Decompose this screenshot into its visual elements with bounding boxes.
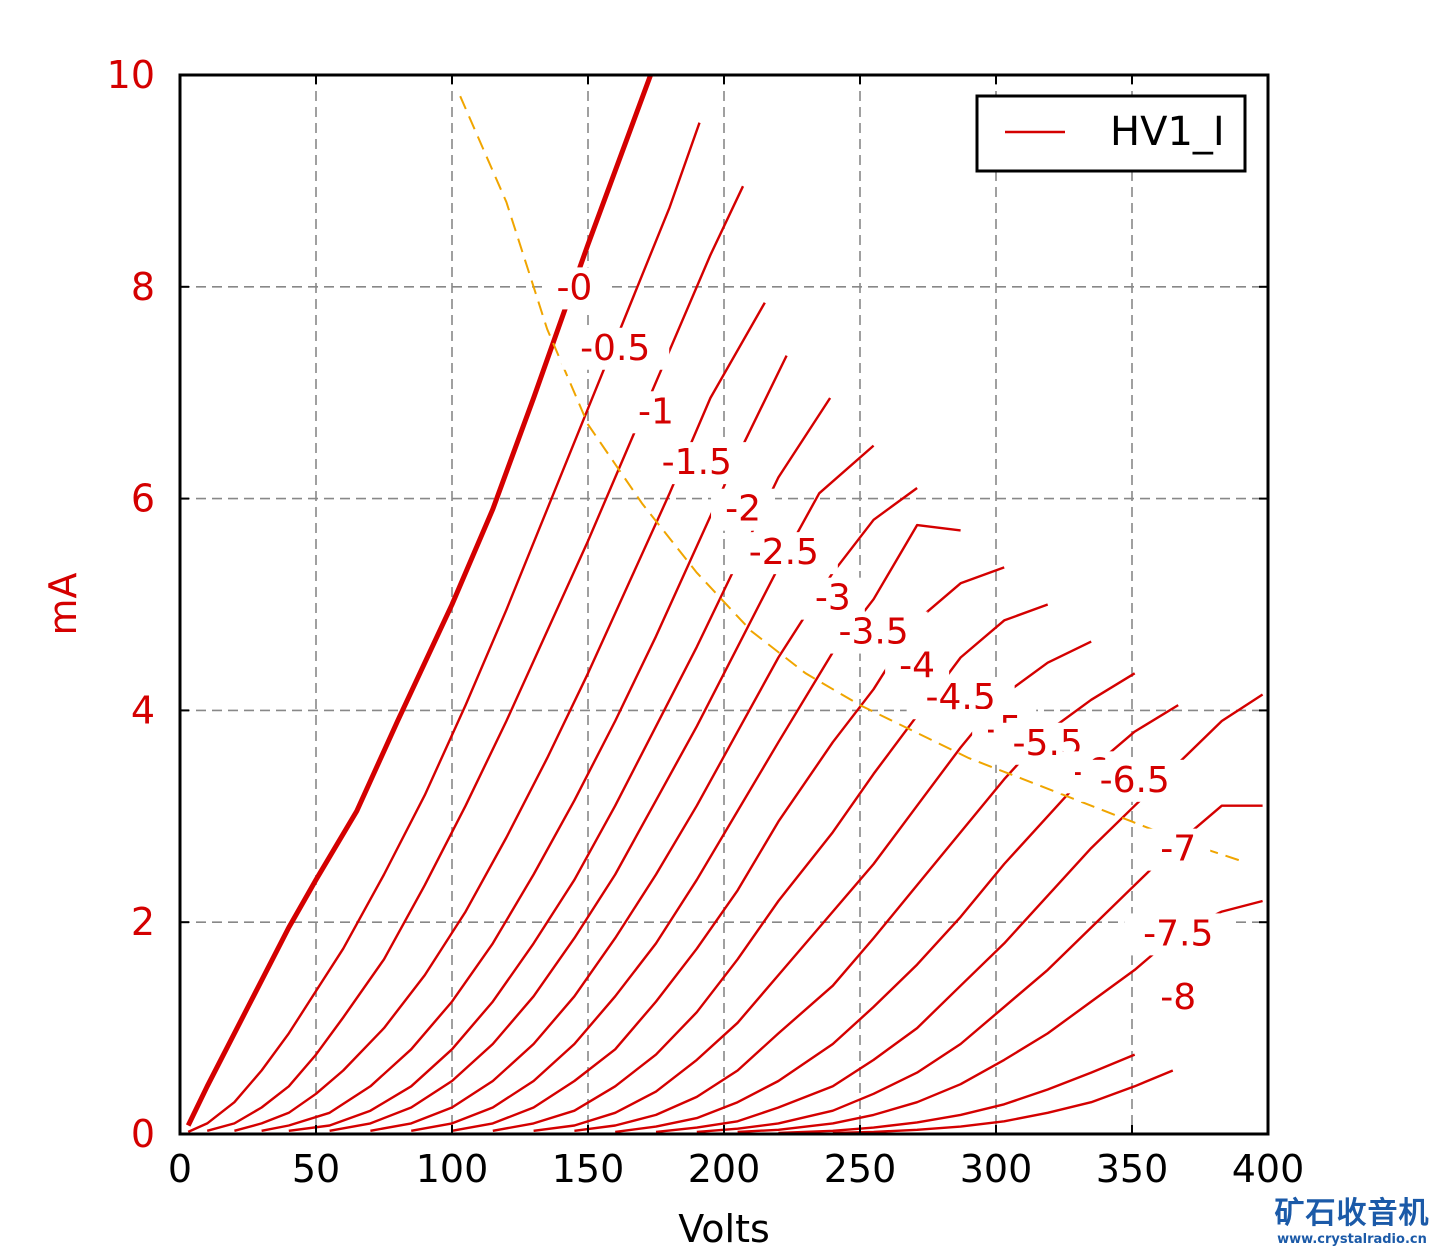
curve-6 <box>329 444 875 1132</box>
x-tick-label-4: 200 <box>688 1147 761 1191</box>
legend-entry: HV1_I <box>1110 109 1225 155</box>
curve-label-bg-3 <box>642 442 751 485</box>
curve-label-15: -7.5 <box>1143 913 1213 954</box>
curve-label-bg-16 <box>1146 976 1211 1019</box>
curve-17 <box>778 1053 1136 1134</box>
x-axis-title: Volts <box>678 1207 770 1251</box>
axis-ticks: 0 50 100 150 200 250 300 350 400 0 2 4 6 8 10 <box>107 53 1305 1191</box>
curve-0 <box>185 75 653 1127</box>
curve-label-2: -1 <box>638 391 674 432</box>
curve-label-bg-4 <box>711 488 776 531</box>
load-line <box>459 95 1242 862</box>
legend: HV1_I <box>975 94 1247 173</box>
curve-label-bg-15 <box>1124 913 1233 956</box>
y-tick-label-2: 4 <box>131 688 155 732</box>
watermark-url: www.crystalradio.cn <box>1277 1232 1427 1247</box>
x-tick-label-0: 0 <box>168 1147 192 1191</box>
x-tick-label-3: 150 <box>552 1147 625 1191</box>
x-tick-label-6: 300 <box>960 1147 1033 1191</box>
curve-label-0: -0 <box>556 267 592 308</box>
curve-label-bg-2 <box>624 391 688 434</box>
x-tick-label-7: 350 <box>1096 1147 1169 1191</box>
curve-label-bg-5 <box>729 532 838 575</box>
legend-box <box>975 94 1247 173</box>
curve-label-1: -0.5 <box>580 328 650 369</box>
watermark-title: 矿石收音机 <box>1274 1196 1430 1231</box>
curve-labels: -0-0.5-1-1.5-2-2.5-3-3.5-4-4.5-5-5.5-6-6… <box>542 267 1233 1019</box>
curve-8 <box>410 523 961 1132</box>
curve-18 <box>832 1069 1174 1134</box>
curve-label-4: -2 <box>725 489 761 530</box>
y-tick-label-3: 6 <box>131 477 155 521</box>
curve-label-5: -2.5 <box>749 532 819 573</box>
y-tick-label-1: 2 <box>131 900 155 944</box>
curve-label-bg-14 <box>1146 828 1211 871</box>
curve-4 <box>261 355 788 1132</box>
curve-label-13: -6.5 <box>1100 760 1170 801</box>
y-tick-label-4: 8 <box>131 265 155 309</box>
site-watermark: 矿石收音机 www.crystalradio.cn <box>1268 1196 1436 1248</box>
curve-label-bg-1 <box>561 327 670 370</box>
x-tick-label-8: 400 <box>1232 1147 1305 1191</box>
y-tick-label-5: 10 <box>107 53 155 97</box>
x-tick-label-1: 50 <box>292 1147 340 1191</box>
curve-label-bg-0 <box>542 267 607 310</box>
curve-label-14: -7 <box>1160 829 1196 870</box>
curve-5 <box>288 397 832 1132</box>
x-tick-label-2: 100 <box>416 1147 489 1191</box>
curve-label-3: -1.5 <box>662 442 732 483</box>
load-line-path <box>459 95 1242 862</box>
curve-10 <box>492 603 1049 1132</box>
y-axis-title: mA <box>41 572 85 635</box>
curve-label-bg-13 <box>1080 759 1189 802</box>
curve-3 <box>234 302 766 1132</box>
curve-label-16: -8 <box>1160 977 1196 1018</box>
x-tick-label-5: 250 <box>824 1147 897 1191</box>
y-tick-label-0: 0 <box>131 1112 155 1156</box>
